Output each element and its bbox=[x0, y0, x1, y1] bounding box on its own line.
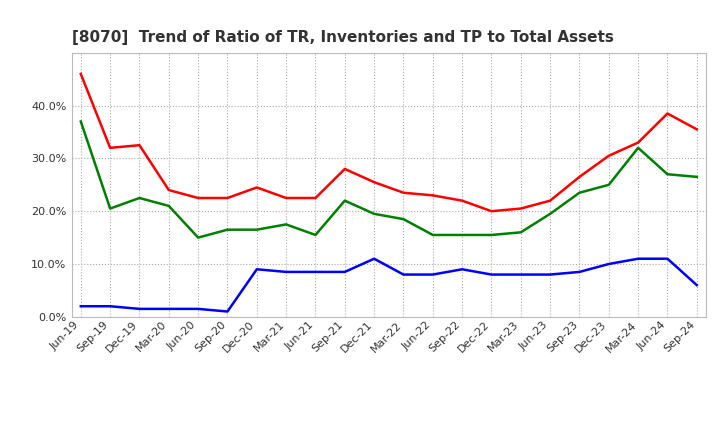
Trade Receivables bbox=[370, 180, 379, 185]
Trade Payables bbox=[311, 232, 320, 238]
Inventories bbox=[311, 269, 320, 275]
Trade Receivables bbox=[693, 127, 701, 132]
Inventories bbox=[663, 256, 672, 261]
Trade Receivables bbox=[428, 193, 437, 198]
Trade Payables bbox=[76, 119, 85, 124]
Line: Trade Payables: Trade Payables bbox=[81, 121, 697, 238]
Trade Receivables bbox=[194, 195, 202, 201]
Inventories bbox=[428, 272, 437, 277]
Trade Receivables bbox=[106, 145, 114, 150]
Trade Payables bbox=[253, 227, 261, 232]
Inventories bbox=[399, 272, 408, 277]
Trade Receivables bbox=[575, 174, 584, 180]
Line: Trade Receivables: Trade Receivables bbox=[81, 74, 697, 211]
Inventories bbox=[223, 309, 232, 314]
Trade Receivables bbox=[223, 195, 232, 201]
Trade Receivables bbox=[253, 185, 261, 190]
Inventories bbox=[135, 306, 144, 312]
Inventories bbox=[546, 272, 554, 277]
Trade Payables bbox=[605, 182, 613, 187]
Trade Receivables bbox=[516, 206, 525, 211]
Trade Receivables bbox=[487, 209, 496, 214]
Trade Receivables bbox=[458, 198, 467, 203]
Trade Payables bbox=[634, 145, 642, 150]
Trade Receivables bbox=[164, 187, 173, 193]
Trade Payables bbox=[164, 203, 173, 209]
Inventories bbox=[341, 269, 349, 275]
Trade Payables bbox=[223, 227, 232, 232]
Inventories bbox=[164, 306, 173, 312]
Trade Receivables bbox=[399, 190, 408, 195]
Inventories bbox=[693, 282, 701, 288]
Trade Payables bbox=[135, 195, 144, 201]
Trade Payables bbox=[693, 174, 701, 180]
Trade Payables bbox=[458, 232, 467, 238]
Trade Payables bbox=[282, 222, 290, 227]
Trade Receivables bbox=[135, 143, 144, 148]
Trade Payables bbox=[575, 190, 584, 195]
Trade Payables bbox=[370, 211, 379, 216]
Inventories bbox=[516, 272, 525, 277]
Inventories bbox=[106, 304, 114, 309]
Line: Inventories: Inventories bbox=[81, 259, 697, 312]
Trade Payables bbox=[341, 198, 349, 203]
Trade Payables bbox=[194, 235, 202, 240]
Trade Receivables bbox=[634, 140, 642, 145]
Inventories bbox=[253, 267, 261, 272]
Inventories bbox=[458, 267, 467, 272]
Trade Receivables bbox=[341, 166, 349, 172]
Text: [8070]  Trend of Ratio of TR, Inventories and TP to Total Assets: [8070] Trend of Ratio of TR, Inventories… bbox=[72, 29, 614, 45]
Trade Payables bbox=[106, 206, 114, 211]
Trade Receivables bbox=[282, 195, 290, 201]
Trade Payables bbox=[487, 232, 496, 238]
Inventories bbox=[370, 256, 379, 261]
Inventories bbox=[76, 304, 85, 309]
Inventories bbox=[282, 269, 290, 275]
Trade Receivables bbox=[663, 111, 672, 116]
Trade Receivables bbox=[311, 195, 320, 201]
Trade Receivables bbox=[76, 71, 85, 77]
Trade Receivables bbox=[546, 198, 554, 203]
Inventories bbox=[605, 261, 613, 267]
Trade Receivables bbox=[605, 153, 613, 158]
Trade Payables bbox=[663, 172, 672, 177]
Inventories bbox=[487, 272, 496, 277]
Trade Payables bbox=[516, 230, 525, 235]
Trade Payables bbox=[546, 211, 554, 216]
Trade Payables bbox=[399, 216, 408, 222]
Trade Payables bbox=[428, 232, 437, 238]
Inventories bbox=[634, 256, 642, 261]
Inventories bbox=[575, 269, 584, 275]
Inventories bbox=[194, 306, 202, 312]
